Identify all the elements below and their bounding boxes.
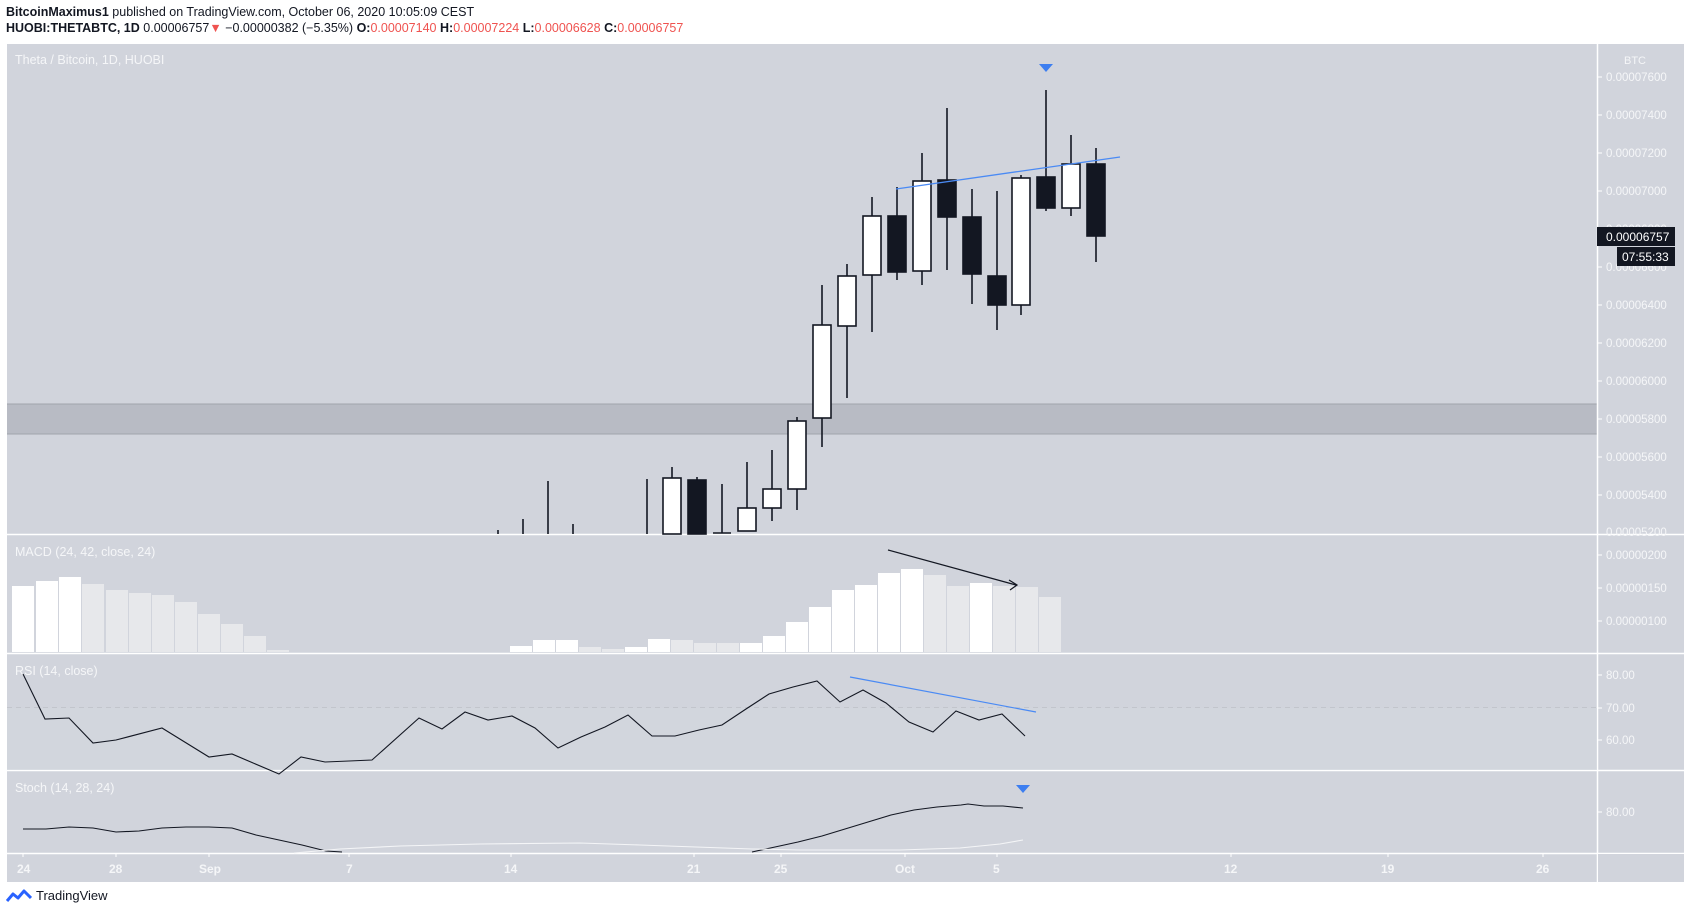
last-price-label (1597, 227, 1675, 246)
svg-text:26: 26 (1536, 862, 1550, 876)
svg-text:14: 14 (504, 862, 518, 876)
candles[interactable] (497, 90, 1106, 535)
svg-text:0.00000200: 0.00000200 (1606, 550, 1667, 562)
author-name[interactable]: BitcoinMaximus1 (6, 5, 109, 19)
svg-text:0.00005800: 0.00005800 (1606, 414, 1667, 426)
svg-text:80.00: 80.00 (1606, 670, 1635, 682)
trendline[interactable] (895, 156, 1121, 190)
svg-text:Sep: Sep (199, 862, 221, 876)
svg-text:28: 28 (109, 862, 123, 876)
svg-text:0.00007200: 0.00007200 (1606, 148, 1667, 160)
svg-text:60.00: 60.00 (1606, 735, 1635, 747)
rsi-trendline[interactable] (849, 676, 1037, 713)
stoch-title: Stoch (14, 28, 24) (15, 781, 114, 795)
svg-text:5: 5 (993, 862, 1000, 876)
svg-text:0.00006200: 0.00006200 (1606, 338, 1667, 350)
svg-text:0.00007000: 0.00007000 (1606, 186, 1667, 198)
svg-text:70.00: 70.00 (1606, 703, 1635, 715)
svg-text:0.00007600: 0.00007600 (1606, 72, 1667, 84)
low-value: 0.00006628 (534, 21, 601, 35)
svg-text:0.00000150: 0.00000150 (1606, 583, 1667, 595)
svg-text:80.00: 80.00 (1606, 807, 1635, 819)
svg-text:24: 24 (17, 862, 31, 876)
close-label: C: (604, 21, 618, 35)
down-arrow-icon: ▼ (209, 21, 222, 35)
high-label: H: (439, 21, 454, 35)
svg-text:0.00005600: 0.00005600 (1606, 452, 1667, 464)
svg-text:12: 12 (1224, 862, 1238, 876)
svg-text:0.00006400: 0.00006400 (1606, 300, 1667, 312)
rsi-line (22, 673, 1026, 775)
symbol: HUOBI:THETABTC, 1D (6, 21, 140, 35)
low-label: L: (522, 21, 535, 35)
stoch-line-k (23, 826, 343, 853)
countdown-label (1617, 247, 1675, 266)
svg-text:0.00000100: 0.00000100 (1606, 616, 1667, 628)
chart-svg[interactable]: Theta / Bitcoin, 1D, HUOBI MACD (24, 42,… (7, 44, 1684, 882)
symbol-line: HUOBI:THETABTC, 1D 0.00006757▼ −0.000003… (6, 21, 683, 35)
svg-text:7: 7 (346, 862, 353, 876)
time-axis[interactable]: 24 28 Sep 7 14 21 25 Oct 5 12 19 26 (17, 853, 1550, 876)
svg-text:Oct: Oct (895, 862, 915, 876)
stoch-signal-arrow-icon (1016, 785, 1030, 793)
footer: TradingView (6, 888, 108, 903)
last-price: 0.00006757 (143, 21, 210, 35)
macd-title: MACD (24, 42, close, 24) (15, 545, 155, 559)
countdown-text: 07:55:33 (1622, 250, 1669, 264)
open-value: 0.00007140 (370, 21, 437, 35)
currency-label: BTC (1624, 55, 1646, 67)
high-value: 0.00007224 (453, 21, 520, 35)
close-value: 0.00006757 (617, 21, 684, 35)
svg-text:0.00006000: 0.00006000 (1606, 376, 1667, 388)
stoch-line-k-2 (751, 803, 1024, 853)
publish-line: BitcoinMaximus1 published on TradingView… (6, 5, 474, 19)
svg-text:25: 25 (774, 862, 788, 876)
svg-text:21: 21 (687, 862, 701, 876)
price-axis[interactable]: BTC 0.00007600 0.00007400 0.00007200 0.0… (1597, 55, 1667, 819)
rsi-title: RSI (14, close) (15, 664, 98, 678)
price-change: −0.00000382 (−5.35%) (225, 21, 354, 35)
signal-arrow-icon (1039, 64, 1053, 72)
svg-text:19: 19 (1381, 862, 1395, 876)
tradingview-logo-icon (6, 889, 32, 902)
stoch-line-d (293, 839, 1024, 854)
macd-divergence-arrow[interactable] (887, 549, 1017, 586)
svg-text:0.00005400: 0.00005400 (1606, 490, 1667, 502)
last-price-text: 0.00006757 (1606, 230, 1670, 244)
publish-info: published on TradingView.com, October 06… (108, 5, 475, 19)
svg-text:0.00007400: 0.00007400 (1606, 110, 1667, 122)
macd-histogram (12, 569, 1061, 652)
chart-title: Theta / Bitcoin, 1D, HUOBI (15, 53, 164, 67)
open-label: O: (356, 21, 371, 35)
svg-text:0.00005200: 0.00005200 (1606, 527, 1667, 539)
chart-area[interactable]: Theta / Bitcoin, 1D, HUOBI MACD (24, 42,… (7, 44, 1684, 882)
footer-brand[interactable]: TradingView (36, 888, 108, 903)
